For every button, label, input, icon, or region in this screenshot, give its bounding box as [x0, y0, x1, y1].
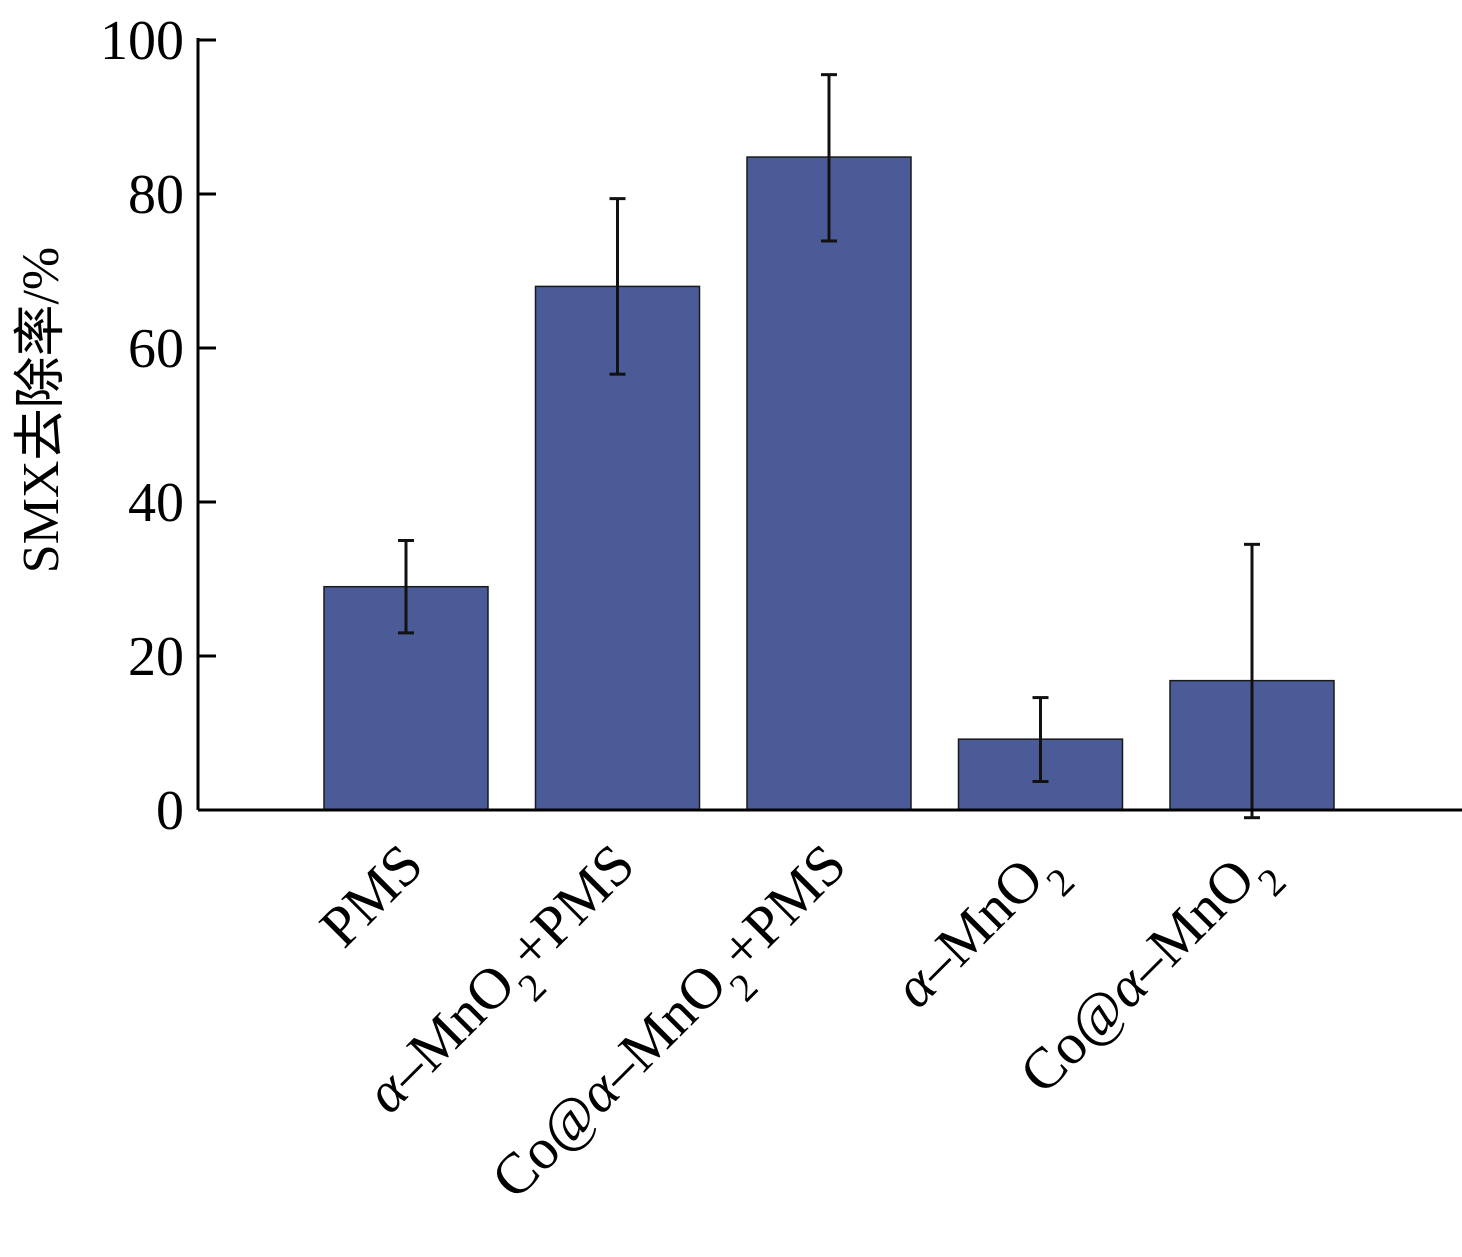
x-tick-label: Co@α–MnO2+PMS: [479, 831, 872, 1224]
x-labels-group: PMSα–MnO2+PMSCo@α–MnO2+PMSα–MnO2Co@α–MnO…: [307, 831, 1294, 1224]
x-tick-label: α–MnO2: [881, 831, 1083, 1033]
bars-group: [323, 156, 1335, 811]
error-bars-group: [398, 73, 1260, 820]
y-axis-title: SMX去除率/%: [13, 247, 70, 573]
y-tick-label: 60: [128, 318, 184, 380]
x-tick-label: PMS: [307, 831, 435, 959]
y-tick-label: 40: [128, 472, 184, 534]
y-tick-label: 80: [128, 164, 184, 226]
y-ticks-group: 0 20 40 60 80 100: [100, 10, 216, 842]
y-tick-label: 20: [128, 626, 184, 688]
bar: [746, 156, 912, 811]
y-tick-label: 100: [100, 10, 184, 72]
y-tick-label: 0: [156, 780, 184, 842]
axes-group: [196, 38, 1462, 812]
